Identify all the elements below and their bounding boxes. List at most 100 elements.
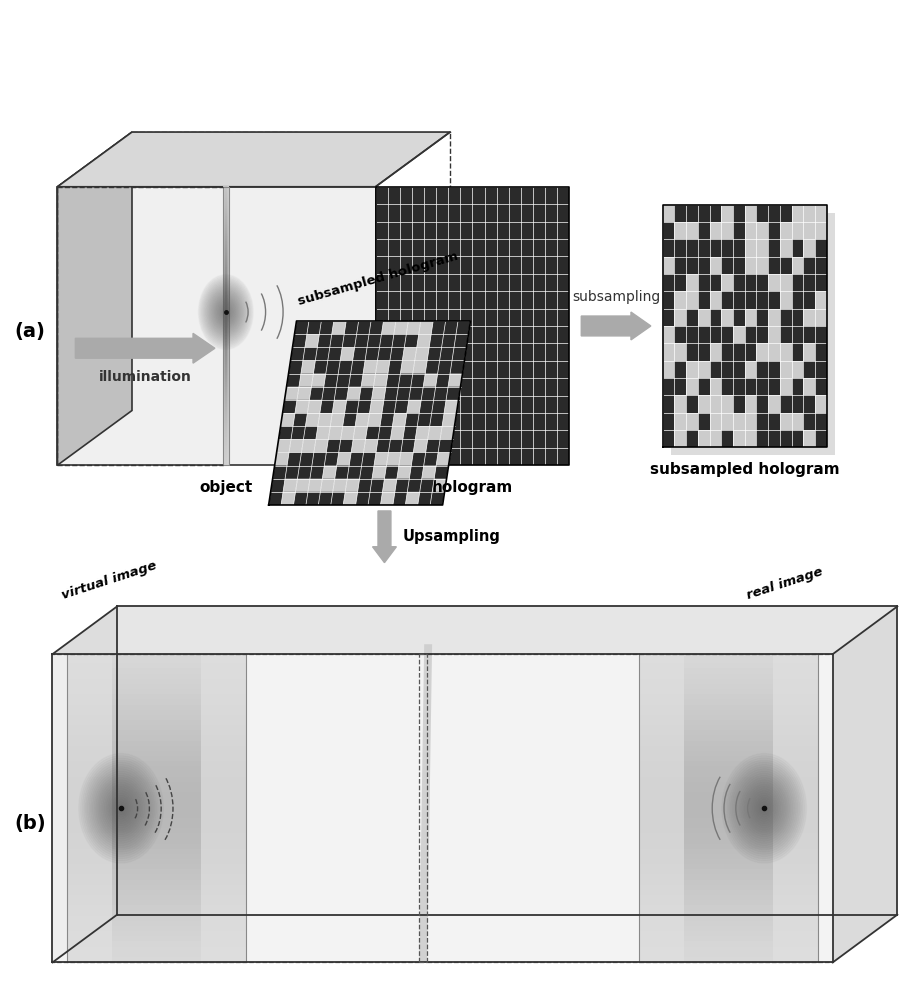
Polygon shape — [686, 222, 698, 239]
Polygon shape — [686, 291, 698, 309]
Polygon shape — [332, 479, 347, 492]
Polygon shape — [780, 274, 792, 291]
Polygon shape — [427, 426, 442, 439]
Polygon shape — [52, 606, 117, 962]
Polygon shape — [792, 205, 803, 222]
Polygon shape — [803, 222, 815, 239]
Polygon shape — [296, 479, 309, 492]
Polygon shape — [745, 257, 756, 274]
Polygon shape — [663, 343, 674, 361]
Polygon shape — [815, 395, 827, 413]
Polygon shape — [52, 606, 897, 654]
Polygon shape — [756, 257, 768, 274]
Polygon shape — [803, 343, 815, 361]
Polygon shape — [733, 326, 745, 343]
Polygon shape — [369, 400, 384, 413]
Polygon shape — [815, 222, 827, 239]
Polygon shape — [745, 239, 756, 257]
Polygon shape — [372, 466, 387, 479]
Polygon shape — [721, 309, 733, 326]
Polygon shape — [663, 257, 674, 274]
Polygon shape — [356, 413, 369, 426]
Polygon shape — [745, 361, 756, 378]
Polygon shape — [780, 239, 792, 257]
Polygon shape — [670, 213, 834, 455]
Polygon shape — [363, 360, 378, 374]
Polygon shape — [415, 426, 430, 439]
Polygon shape — [413, 360, 427, 374]
Polygon shape — [674, 413, 686, 430]
Polygon shape — [402, 347, 417, 360]
Polygon shape — [686, 361, 698, 378]
Polygon shape — [768, 274, 780, 291]
Polygon shape — [710, 413, 721, 430]
Polygon shape — [815, 291, 827, 309]
Polygon shape — [381, 321, 396, 334]
Polygon shape — [437, 452, 450, 466]
Text: (b): (b) — [15, 814, 46, 833]
Polygon shape — [663, 361, 674, 378]
FancyArrow shape — [372, 511, 396, 563]
Polygon shape — [283, 479, 297, 492]
Polygon shape — [768, 326, 780, 343]
Polygon shape — [780, 222, 792, 239]
Polygon shape — [306, 413, 320, 426]
Polygon shape — [289, 439, 303, 452]
Polygon shape — [745, 205, 756, 222]
Polygon shape — [733, 430, 745, 447]
Polygon shape — [316, 426, 331, 439]
Polygon shape — [768, 309, 780, 326]
Polygon shape — [394, 321, 408, 334]
Polygon shape — [710, 222, 721, 239]
Polygon shape — [380, 492, 395, 505]
Polygon shape — [401, 360, 414, 374]
Polygon shape — [414, 439, 427, 452]
Polygon shape — [780, 361, 792, 378]
Polygon shape — [663, 205, 674, 222]
Polygon shape — [341, 426, 356, 439]
FancyArrow shape — [76, 333, 215, 363]
Polygon shape — [281, 413, 295, 426]
Polygon shape — [721, 222, 733, 239]
Polygon shape — [745, 430, 756, 447]
Polygon shape — [674, 291, 686, 309]
Text: subsampled hologram: subsampled hologram — [297, 250, 460, 308]
Polygon shape — [792, 413, 803, 430]
Polygon shape — [780, 291, 792, 309]
Polygon shape — [674, 309, 686, 326]
Polygon shape — [663, 326, 674, 343]
Polygon shape — [710, 291, 721, 309]
Polygon shape — [406, 321, 421, 334]
Polygon shape — [417, 334, 431, 347]
Polygon shape — [710, 343, 721, 361]
Polygon shape — [331, 413, 344, 426]
Polygon shape — [364, 439, 378, 452]
Polygon shape — [301, 439, 316, 452]
Polygon shape — [57, 132, 132, 465]
Text: illumination: illumination — [99, 370, 192, 384]
Polygon shape — [57, 132, 450, 187]
Polygon shape — [318, 413, 332, 426]
Polygon shape — [815, 205, 827, 222]
Polygon shape — [674, 430, 686, 447]
Polygon shape — [295, 400, 309, 413]
Polygon shape — [322, 466, 337, 479]
Polygon shape — [442, 413, 457, 426]
Polygon shape — [721, 413, 733, 430]
Polygon shape — [57, 187, 376, 465]
Text: virtual image: virtual image — [61, 559, 158, 602]
Polygon shape — [376, 360, 390, 374]
Polygon shape — [422, 466, 437, 479]
Polygon shape — [419, 644, 432, 962]
Polygon shape — [332, 400, 346, 413]
Polygon shape — [792, 361, 803, 378]
Text: (a): (a) — [15, 322, 45, 341]
Polygon shape — [371, 387, 386, 400]
Polygon shape — [698, 361, 710, 378]
Polygon shape — [710, 378, 721, 395]
Polygon shape — [52, 654, 833, 962]
Polygon shape — [698, 395, 710, 413]
Polygon shape — [686, 378, 698, 395]
Polygon shape — [710, 395, 721, 413]
Text: subsampling: subsampling — [572, 290, 660, 304]
